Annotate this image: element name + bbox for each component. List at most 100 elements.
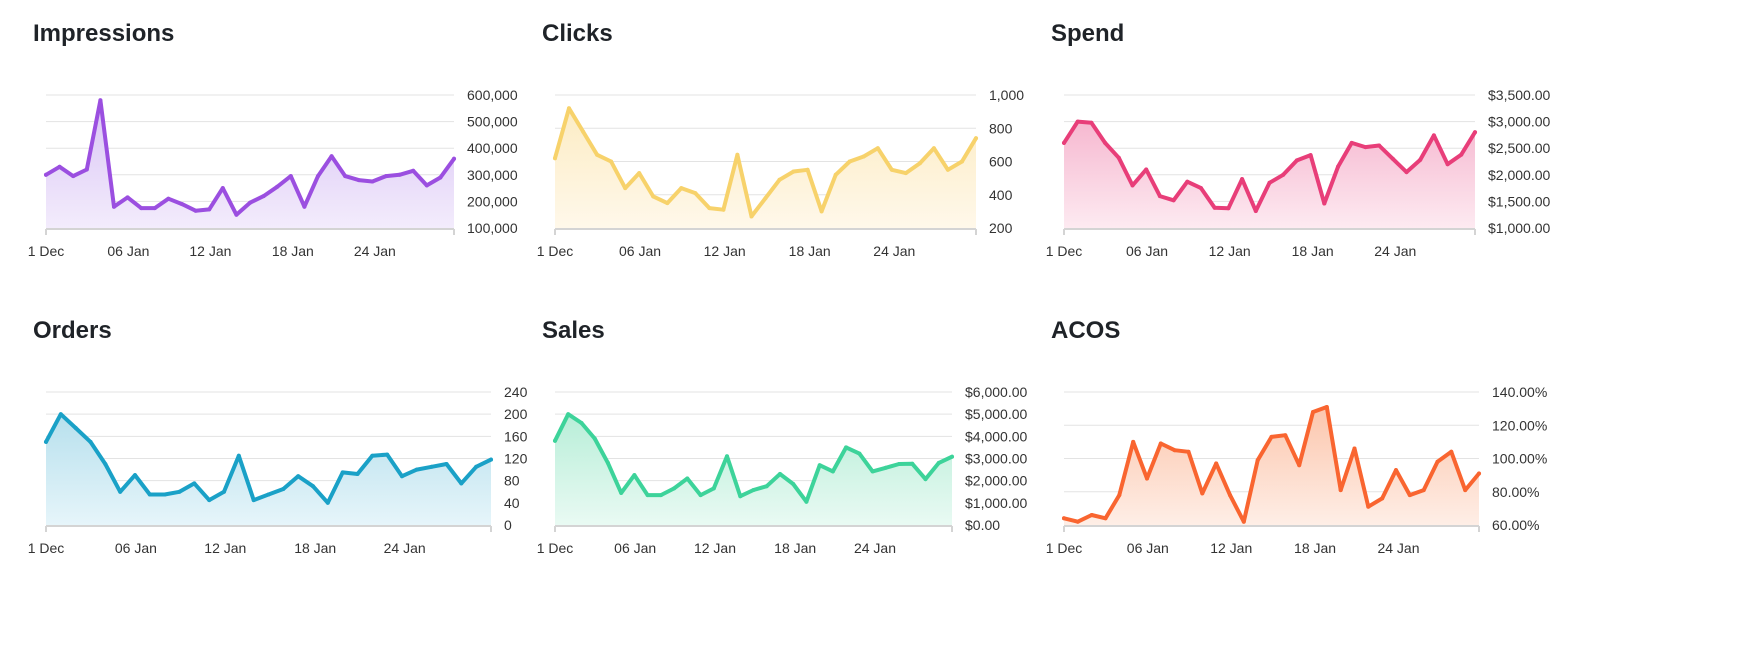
data-point[interactable] xyxy=(861,154,866,159)
data-point[interactable] xyxy=(385,452,390,457)
data-point[interactable] xyxy=(1431,133,1436,138)
data-point[interactable] xyxy=(735,152,740,157)
data-point[interactable] xyxy=(738,494,743,499)
data-point[interactable] xyxy=(1294,158,1299,163)
data-point[interactable] xyxy=(579,421,584,425)
data-point[interactable] xyxy=(424,183,429,188)
data-point[interactable] xyxy=(623,186,628,191)
data-point[interactable] xyxy=(251,498,256,503)
data-point[interactable] xyxy=(721,207,726,212)
data-point[interactable] xyxy=(1089,513,1094,517)
data-point[interactable] xyxy=(84,167,89,172)
data-point[interactable] xyxy=(71,174,76,179)
data-point[interactable] xyxy=(960,159,964,164)
data-point[interactable] xyxy=(875,146,880,151)
data-point[interactable] xyxy=(581,129,586,134)
data-point[interactable] xyxy=(222,489,226,494)
data-point[interactable] xyxy=(438,175,443,180)
data-point[interactable] xyxy=(1200,491,1205,496)
data-point[interactable] xyxy=(98,98,103,103)
data-point[interactable] xyxy=(1228,493,1232,498)
data-point[interactable] xyxy=(44,439,48,444)
data-point[interactable] xyxy=(1267,180,1272,185)
data-point[interactable] xyxy=(1157,194,1162,199)
data-point[interactable] xyxy=(411,168,416,173)
data-point[interactable] xyxy=(147,492,152,497)
data-point[interactable] xyxy=(883,465,888,470)
data-point[interactable] xyxy=(133,473,137,478)
data-point[interactable] xyxy=(1240,177,1245,182)
data-point[interactable] xyxy=(281,487,286,491)
data-point[interactable] xyxy=(1324,405,1329,409)
data-point[interactable] xyxy=(355,472,360,476)
data-point[interactable] xyxy=(343,174,348,179)
data-point[interactable] xyxy=(192,481,197,486)
data-point[interactable] xyxy=(1172,448,1177,453)
data-point[interactable] xyxy=(1199,186,1203,191)
data-point[interactable] xyxy=(1449,449,1454,454)
data-point[interactable] xyxy=(356,178,361,183)
data-point[interactable] xyxy=(166,196,171,201)
data-point[interactable] xyxy=(112,204,116,209)
data-point[interactable] xyxy=(553,156,557,161)
data-point[interactable] xyxy=(567,106,571,111)
data-point[interactable] xyxy=(1394,468,1398,473)
data-point[interactable] xyxy=(1407,493,1412,498)
data-point[interactable] xyxy=(804,499,809,504)
data-point[interactable] xyxy=(711,486,716,491)
data-point[interactable] xyxy=(847,159,852,164)
data-point[interactable] xyxy=(1421,488,1426,493)
data-point[interactable] xyxy=(180,202,184,207)
data-point[interactable] xyxy=(1418,157,1423,162)
data-point[interactable] xyxy=(207,498,212,503)
data-point[interactable] xyxy=(384,174,388,179)
data-point[interactable] xyxy=(1363,145,1368,150)
data-point[interactable] xyxy=(261,194,266,199)
data-point[interactable] xyxy=(791,482,796,486)
data-point[interactable] xyxy=(1336,164,1340,169)
data-point[interactable] xyxy=(1377,143,1382,148)
data-point[interactable] xyxy=(605,460,610,465)
data-point[interactable] xyxy=(1226,206,1231,211)
data-point[interactable] xyxy=(296,474,301,479)
data-point[interactable] xyxy=(553,438,557,443)
data-point[interactable] xyxy=(400,474,404,479)
data-point[interactable] xyxy=(444,462,449,466)
data-point[interactable] xyxy=(397,172,402,177)
data-point[interactable] xyxy=(1241,519,1246,524)
data-point[interactable] xyxy=(1117,493,1122,498)
data-point[interactable] xyxy=(370,453,375,458)
data-point[interactable] xyxy=(870,469,875,474)
data-point[interactable] xyxy=(1366,504,1371,509)
data-point[interactable] xyxy=(889,167,894,172)
data-point[interactable] xyxy=(698,493,703,498)
data-point[interactable] xyxy=(1075,519,1080,524)
data-point[interactable] xyxy=(1311,410,1315,414)
data-point[interactable] xyxy=(1459,152,1464,157)
data-point[interactable] xyxy=(429,464,434,469)
data-point[interactable] xyxy=(725,454,729,459)
data-point[interactable] xyxy=(777,177,782,182)
data-point[interactable] xyxy=(830,469,835,474)
data-point[interactable] xyxy=(236,453,241,458)
data-point[interactable] xyxy=(1062,140,1066,145)
data-point[interactable] xyxy=(637,171,642,176)
data-point[interactable] xyxy=(844,445,849,450)
data-point[interactable] xyxy=(693,191,698,196)
data-point[interactable] xyxy=(57,164,62,169)
data-point[interactable] xyxy=(1404,170,1409,175)
data-point[interactable] xyxy=(819,209,824,214)
data-point[interactable] xyxy=(1349,140,1354,145)
data-point[interactable] xyxy=(566,412,571,417)
data-point[interactable] xyxy=(370,179,375,184)
data-point[interactable] xyxy=(764,484,769,489)
data-point[interactable] xyxy=(1186,449,1191,454)
data-point[interactable] xyxy=(234,212,239,217)
data-point[interactable] xyxy=(1144,167,1149,172)
data-point[interactable] xyxy=(609,159,614,164)
data-point[interactable] xyxy=(177,489,182,494)
data-point[interactable] xyxy=(679,186,684,191)
data-point[interactable] xyxy=(1269,434,1274,439)
data-point[interactable] xyxy=(707,206,712,211)
data-point[interactable] xyxy=(1089,120,1094,125)
